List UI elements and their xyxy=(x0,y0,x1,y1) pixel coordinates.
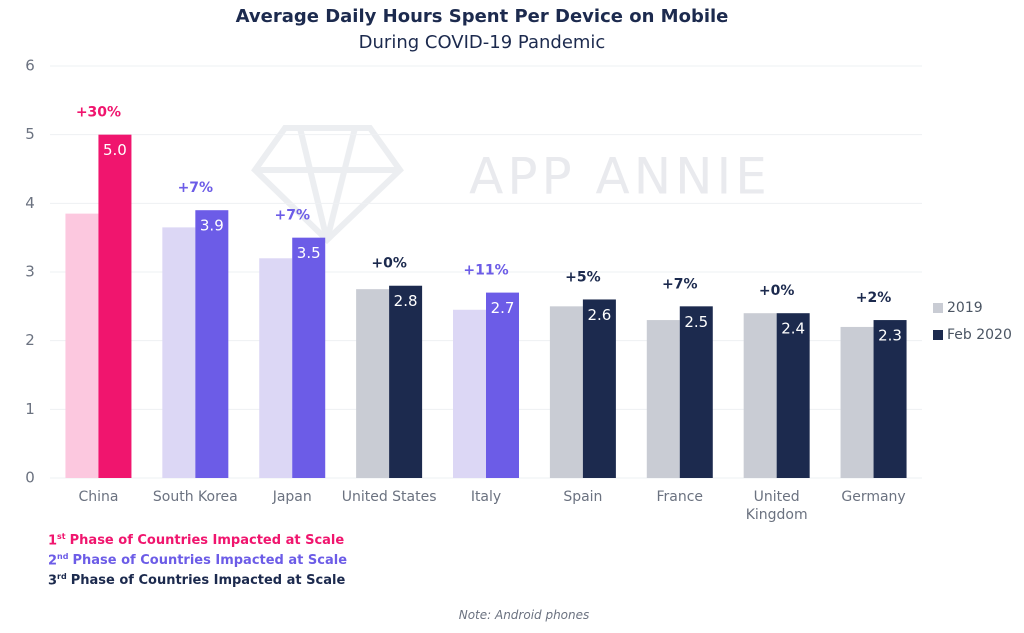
value-label: 2.8 xyxy=(394,292,418,310)
legend-swatch xyxy=(933,303,943,313)
x-tick-label: France xyxy=(656,489,704,505)
x-tick-label: Germany xyxy=(841,489,906,505)
bar xyxy=(549,306,583,478)
bar xyxy=(259,258,293,478)
phase-number: 1 xyxy=(48,533,58,549)
change-annotation: +7% xyxy=(178,180,214,196)
bar xyxy=(389,285,423,478)
bar xyxy=(646,320,680,478)
y-tick-label: 6 xyxy=(25,57,35,75)
phase-note: 1st Phase of Countries Impacted at Scale xyxy=(48,532,344,548)
value-label: 2.3 xyxy=(878,327,902,345)
x-tick-label: Italy xyxy=(470,489,502,505)
x-tick-label: Spain xyxy=(563,489,603,505)
change-annotation: +7% xyxy=(274,208,310,224)
change-annotation: +0% xyxy=(759,283,795,299)
phase-text: Phase of Countries Impacted at Scale xyxy=(72,553,348,569)
change-annotation: +7% xyxy=(662,276,698,292)
change-annotation: +0% xyxy=(371,256,407,272)
y-tick-label: 5 xyxy=(25,125,35,143)
legend-label: 2019 xyxy=(947,300,983,316)
bar xyxy=(292,237,326,478)
x-tick-label: Japan xyxy=(272,489,312,505)
change-annotation: +2% xyxy=(856,290,892,306)
value-label: 2.7 xyxy=(491,299,515,317)
bar xyxy=(776,313,810,478)
bar xyxy=(195,210,229,478)
note: Note: Android phones xyxy=(458,608,590,622)
legend-label: Feb 2020 xyxy=(947,327,1012,343)
phase-number: 2 xyxy=(48,553,58,569)
phase-note: 3rd Phase of Countries Impacted at Scale xyxy=(48,572,345,588)
phase-suffix: rd xyxy=(57,572,67,581)
value-label: 5.0 xyxy=(103,141,127,159)
phase-text: Phase of Countries Impacted at Scale xyxy=(70,573,346,589)
value-label: 2.4 xyxy=(781,320,805,338)
x-tick-label: China xyxy=(78,489,119,505)
bar xyxy=(162,227,196,478)
bar xyxy=(98,134,132,478)
bar xyxy=(582,299,616,478)
phase-note: 2nd Phase of Countries Impacted at Scale xyxy=(48,552,347,568)
legend-swatch xyxy=(933,330,943,340)
bar xyxy=(453,309,486,478)
value-label: 2.5 xyxy=(684,313,708,331)
bar xyxy=(840,326,874,478)
y-tick-label: 1 xyxy=(25,400,35,418)
chart-subtitle: During COVID-19 Pandemic xyxy=(359,32,606,53)
x-tick-label: United Kingdom xyxy=(745,489,808,523)
phase-number: 3 xyxy=(48,573,58,589)
phase-suffix: nd xyxy=(57,552,69,561)
bar xyxy=(873,320,907,478)
x-tick-label: South Korea xyxy=(152,489,238,505)
phase-suffix: st xyxy=(57,532,66,541)
bar xyxy=(743,313,777,478)
y-tick-label: 2 xyxy=(25,331,35,349)
change-annotation: +11% xyxy=(463,263,508,279)
bar xyxy=(679,306,713,478)
bar xyxy=(356,289,390,478)
y-tick-label: 0 xyxy=(25,469,35,487)
chart-title: Average Daily Hours Spent Per Device on … xyxy=(236,6,729,27)
bar xyxy=(486,292,519,478)
y-tick-label: 4 xyxy=(25,194,35,212)
value-label: 3.5 xyxy=(297,244,321,262)
phase-text: Phase of Countries Impacted at Scale xyxy=(69,533,345,549)
watermark: APP ANNIE xyxy=(469,148,771,206)
x-tick-label: United States xyxy=(341,489,437,505)
y-tick-label: 3 xyxy=(25,263,35,281)
change-annotation: +30% xyxy=(76,105,121,121)
change-annotation: +5% xyxy=(565,269,601,285)
watermark-icon xyxy=(251,125,404,245)
value-label: 2.6 xyxy=(587,306,611,324)
bar xyxy=(65,213,99,478)
value-label: 3.9 xyxy=(200,217,224,235)
